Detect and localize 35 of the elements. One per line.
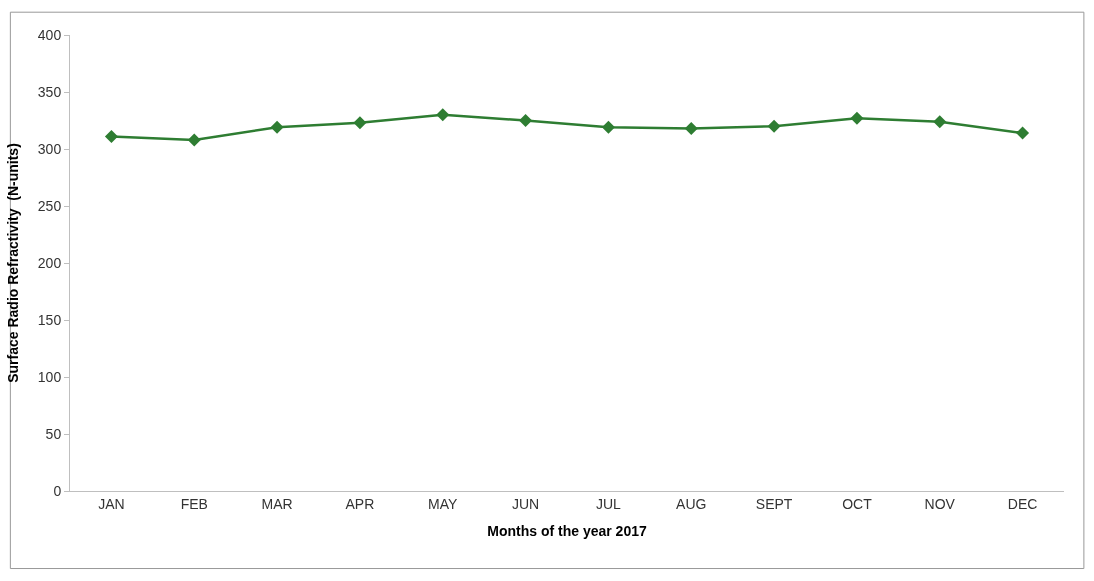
y-tick-label: 150 xyxy=(37,311,62,328)
point xyxy=(104,129,118,143)
y-tick-label: 250 xyxy=(37,197,62,214)
point xyxy=(1016,126,1030,140)
x-tick-label: APR xyxy=(345,495,375,512)
point xyxy=(187,133,201,147)
point xyxy=(270,120,284,134)
point xyxy=(684,121,698,135)
x-axis-title: Months of the year 2017 xyxy=(487,523,647,540)
x-tick-label: AUG xyxy=(676,495,707,512)
y-tick-label: 0 xyxy=(53,482,62,499)
point xyxy=(767,119,781,133)
x-tick-label: JUL xyxy=(595,495,622,512)
x-tick-label: JUN xyxy=(511,495,540,512)
point xyxy=(519,114,533,127)
x-tick-label: JAN xyxy=(98,495,125,512)
x-tick-label: NOV xyxy=(924,495,956,512)
x-tick-label: MAR xyxy=(261,495,293,512)
point xyxy=(601,120,615,134)
y-axis-title: Surface Radio Refractivity (N-units) xyxy=(5,143,22,383)
x-tick-label: OCT xyxy=(842,495,873,512)
point xyxy=(436,108,450,122)
y-tick-label: 300 xyxy=(37,140,62,157)
x-tick-label: FEB xyxy=(180,495,208,512)
point xyxy=(850,111,864,125)
y-tick-label: 50 xyxy=(45,425,62,442)
y-tick-label: 200 xyxy=(37,254,62,271)
y-tick-label: 100 xyxy=(37,368,62,385)
y-tick-label: 400 xyxy=(37,26,62,43)
x-tick-label: MAY xyxy=(428,495,459,512)
x-tick-label: SEPT xyxy=(755,495,793,512)
point xyxy=(353,116,367,130)
x-tick-label: DEC xyxy=(1007,495,1038,512)
point xyxy=(933,115,947,129)
y-tick-label: 350 xyxy=(37,83,62,100)
